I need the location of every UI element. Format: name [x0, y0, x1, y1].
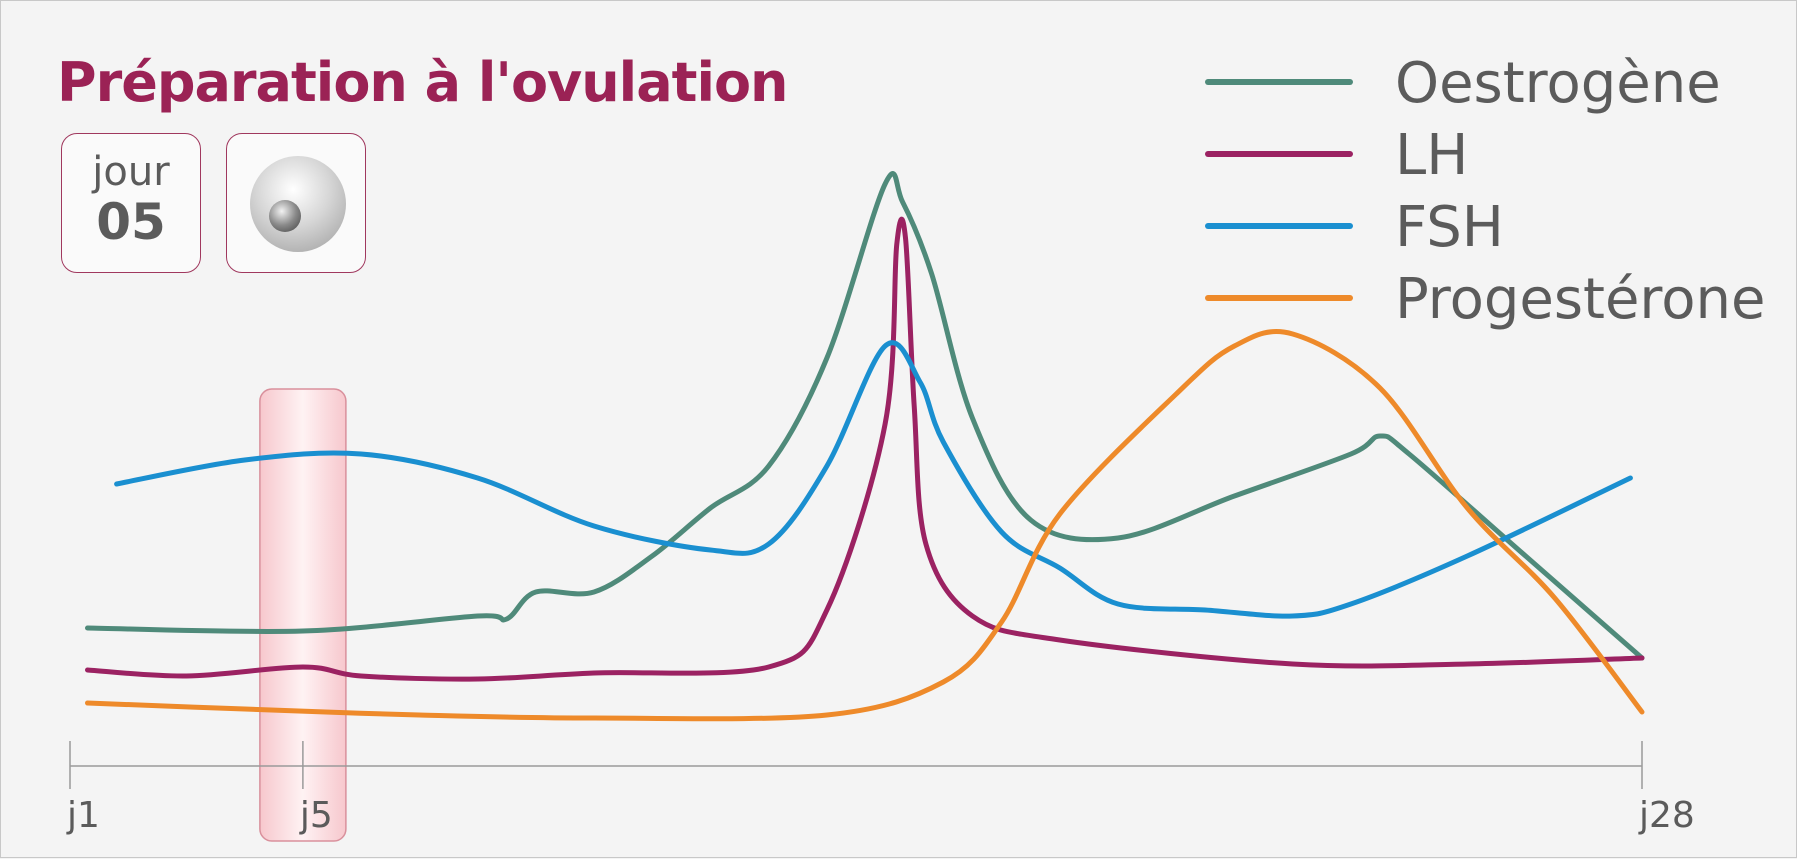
legend-item-oestrogene: Oestrogène: [1201, 49, 1781, 121]
legend-label: FSH: [1395, 195, 1504, 260]
day-card: jour 05: [61, 133, 201, 273]
legend-swatch: [1205, 151, 1353, 157]
chart-title: Préparation à l'ovulation: [57, 51, 788, 114]
legend-label: Oestrogène: [1395, 51, 1721, 116]
legend-item-lh: LH: [1201, 121, 1781, 193]
series-line-lh: [85, 216, 1645, 682]
legend-label: LH: [1395, 123, 1469, 188]
ovum-card: [226, 133, 366, 273]
ovum-cell-icon: [250, 156, 346, 252]
legend-item-fsh: FSH: [1201, 193, 1781, 265]
current-day-highlight: [259, 388, 347, 842]
series-line-oestrogene: [85, 171, 1645, 661]
legend-swatch: [1205, 295, 1353, 301]
x-tick-label: j5: [299, 795, 333, 836]
legend-item-progesterone: Progestérone: [1201, 265, 1781, 337]
legend-label: Progestérone: [1395, 267, 1766, 332]
series-line-progesterone: [85, 329, 1645, 722]
day-label: jour: [92, 149, 170, 195]
legend-swatch: [1205, 79, 1353, 85]
day-number: 05: [96, 193, 166, 251]
x-tick-label: j1: [66, 795, 100, 836]
legend: Oestrogène LH FSH Progestérone: [1201, 49, 1781, 337]
nucleus-icon: [269, 200, 301, 232]
x-tick-label: j28: [1638, 795, 1695, 836]
legend-swatch: [1205, 223, 1353, 229]
series-line-fsh: [114, 340, 1633, 619]
